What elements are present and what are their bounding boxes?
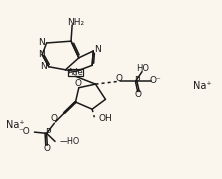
Text: O: O bbox=[44, 144, 51, 153]
Text: Na⁺: Na⁺ bbox=[193, 81, 211, 91]
Text: O: O bbox=[135, 90, 142, 99]
Text: —HO: —HO bbox=[60, 137, 80, 146]
Text: O⁻: O⁻ bbox=[150, 76, 161, 85]
Text: P: P bbox=[45, 128, 50, 137]
Text: OH: OH bbox=[98, 114, 112, 123]
Text: N: N bbox=[38, 50, 44, 59]
Text: N: N bbox=[94, 45, 101, 54]
Text: Ade: Ade bbox=[68, 68, 83, 77]
Text: O: O bbox=[115, 74, 122, 83]
Text: P: P bbox=[134, 76, 139, 84]
Text: HO: HO bbox=[136, 64, 149, 73]
Text: N: N bbox=[41, 62, 47, 71]
Bar bbox=[68, 69, 83, 76]
Text: ⁻O: ⁻O bbox=[18, 127, 30, 136]
Text: O: O bbox=[74, 79, 81, 88]
Text: NH₂: NH₂ bbox=[67, 18, 84, 27]
Text: N: N bbox=[38, 38, 45, 47]
Text: O: O bbox=[51, 114, 58, 123]
Text: Na⁺: Na⁺ bbox=[6, 120, 25, 130]
